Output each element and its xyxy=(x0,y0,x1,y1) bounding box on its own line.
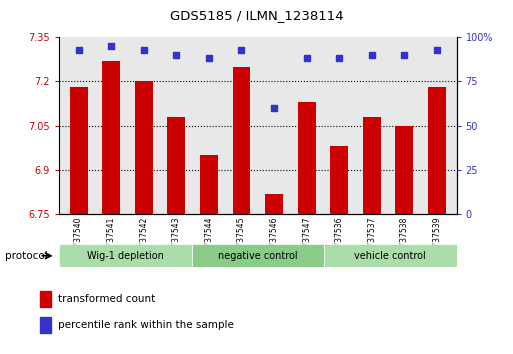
Point xyxy=(335,56,343,61)
Point xyxy=(205,56,213,61)
Bar xyxy=(428,87,446,214)
Point xyxy=(74,47,83,52)
Bar xyxy=(324,244,457,267)
Bar xyxy=(363,117,381,214)
Bar xyxy=(40,317,51,333)
Point xyxy=(172,52,181,58)
Text: transformed count: transformed count xyxy=(58,294,155,304)
Point xyxy=(368,52,376,58)
Bar xyxy=(40,291,51,307)
Point xyxy=(238,47,246,52)
Bar xyxy=(200,155,218,214)
Bar xyxy=(298,102,315,214)
Bar xyxy=(396,126,413,214)
Text: negative control: negative control xyxy=(218,251,298,261)
Point xyxy=(107,43,115,49)
Point xyxy=(433,47,441,52)
Point xyxy=(400,52,408,58)
Point xyxy=(270,105,278,111)
Bar xyxy=(232,67,250,214)
Text: Wig-1 depletion: Wig-1 depletion xyxy=(87,251,164,261)
Text: percentile rank within the sample: percentile rank within the sample xyxy=(58,320,234,330)
Text: protocol: protocol xyxy=(5,251,48,261)
Point xyxy=(140,47,148,52)
Bar xyxy=(167,117,185,214)
Bar xyxy=(102,61,120,214)
Text: vehicle control: vehicle control xyxy=(354,251,426,261)
Bar xyxy=(70,87,88,214)
Bar xyxy=(59,244,191,267)
Bar xyxy=(265,194,283,214)
Bar xyxy=(191,244,324,267)
Text: GDS5185 / ILMN_1238114: GDS5185 / ILMN_1238114 xyxy=(170,9,343,22)
Bar xyxy=(330,146,348,214)
Bar xyxy=(135,81,153,214)
Point xyxy=(303,56,311,61)
